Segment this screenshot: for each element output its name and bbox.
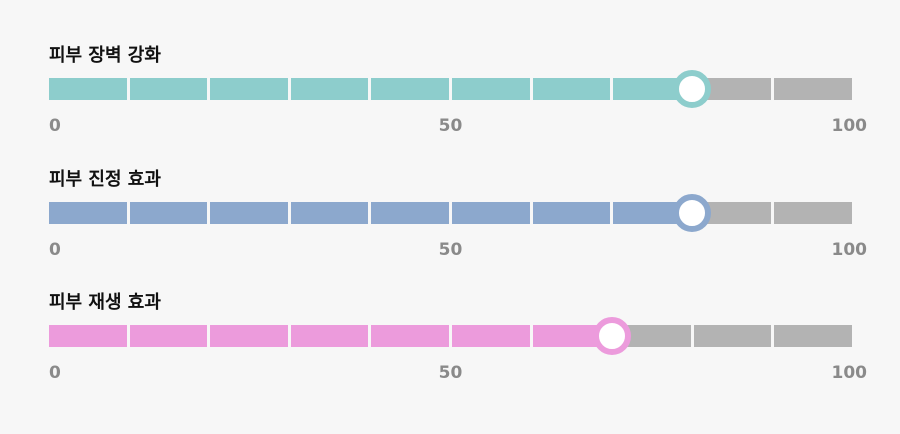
track-segment-filled [210, 325, 288, 347]
track-segment-filled [532, 202, 611, 224]
tick-label: 100 [831, 240, 868, 260]
track-segment-filled [452, 325, 530, 347]
slider-title: 피부 진정 효과 [49, 169, 161, 190]
track-segment-filled [290, 325, 369, 347]
track-segment-filled [371, 202, 449, 224]
track-segment-empty [774, 202, 852, 224]
track-segment-filled [452, 202, 530, 224]
track-segment-filled [613, 202, 691, 224]
slider-track[interactable] [49, 325, 852, 347]
slider-title: 피부 장벽 강화 [49, 45, 161, 66]
slider-knob[interactable] [592, 317, 631, 355]
slider-track[interactable] [49, 78, 852, 100]
track-segment-filled [129, 202, 208, 224]
slider-row-2: 피부 진정 효과 0 50 100 [0, 168, 900, 278]
track-segment-filled [290, 202, 369, 224]
track-segment-empty [613, 325, 691, 347]
track-segment-empty [774, 78, 852, 100]
tick-label: 50 [438, 363, 463, 383]
track-segment-filled [371, 78, 449, 100]
tick-label: 100 [831, 116, 868, 136]
slider-row-3: 피부 재생 효과 0 50 100 [0, 291, 900, 401]
track-segment-filled [532, 325, 611, 347]
track-segment-filled [532, 78, 611, 100]
tick-label: 50 [438, 240, 463, 260]
slider-knob[interactable] [673, 70, 712, 108]
track-segment-filled [49, 202, 127, 224]
tick-label: 0 [49, 363, 61, 383]
track-segment-filled [290, 78, 369, 100]
tick-label: 0 [49, 116, 61, 136]
track-segment-empty [693, 78, 772, 100]
track-segment-filled [371, 325, 449, 347]
track-segment-filled [49, 325, 127, 347]
track-segment-filled [129, 325, 208, 347]
track-segment-filled [210, 78, 288, 100]
track-segment-filled [452, 78, 530, 100]
slider-knob[interactable] [673, 194, 712, 232]
track-segment-empty [693, 202, 772, 224]
tick-label: 50 [438, 116, 463, 136]
track-segment-empty [693, 325, 772, 347]
slider-row-1: 피부 장벽 강화 0 50 100 [0, 44, 900, 154]
track-segment-filled [210, 202, 288, 224]
track-segment-filled [129, 78, 208, 100]
slider-track[interactable] [49, 202, 852, 224]
track-segment-filled [49, 78, 127, 100]
tick-label: 100 [831, 363, 868, 383]
track-segment-filled [613, 78, 691, 100]
tick-label: 0 [49, 240, 61, 260]
track-segment-empty [774, 325, 852, 347]
slider-title: 피부 재생 효과 [49, 292, 161, 313]
